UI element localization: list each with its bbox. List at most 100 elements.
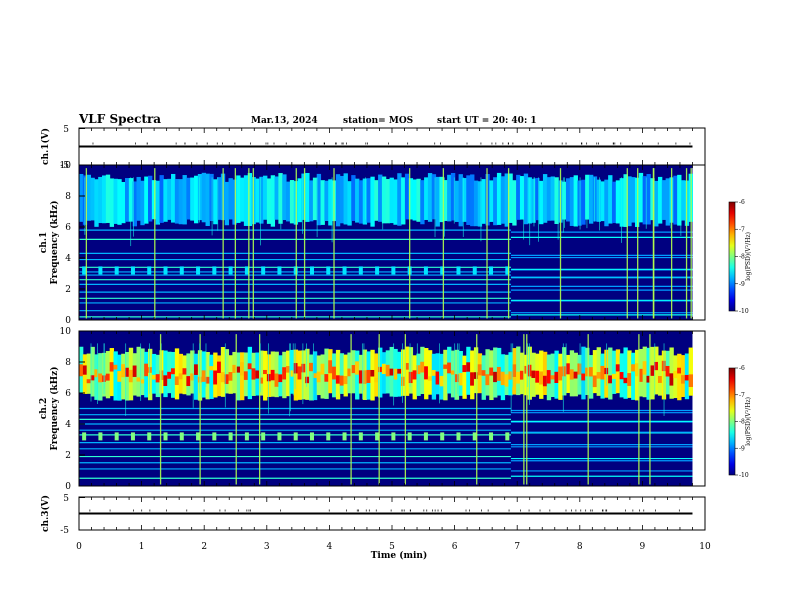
spectral-band-cell bbox=[420, 180, 425, 225]
spectral-band-cell bbox=[623, 347, 628, 399]
spectral-band-cell bbox=[393, 179, 398, 225]
spectral-band-cell bbox=[98, 176, 103, 224]
spectral-band-cell bbox=[293, 349, 299, 401]
colorbar-label: log(PSD)(V²/Hz) bbox=[745, 232, 752, 281]
spectral-peak-cell bbox=[117, 371, 122, 382]
colorbar-gradient bbox=[728, 367, 736, 476]
spectral-peak-cell bbox=[358, 370, 364, 384]
spectral-band-cell bbox=[604, 179, 609, 227]
spectral-band-cell bbox=[454, 180, 460, 222]
spectral-peak-cell bbox=[443, 364, 448, 369]
spectral-peak-cell bbox=[600, 365, 605, 380]
spectral-peak-cell bbox=[132, 365, 138, 377]
spectral-band-cell bbox=[500, 176, 506, 224]
spectral-band-cell bbox=[259, 350, 264, 396]
spectral-band-cell bbox=[220, 347, 226, 397]
pulse-mark bbox=[326, 266, 331, 275]
spectral-peak-cell bbox=[362, 370, 368, 384]
spectral-peak-cell bbox=[90, 375, 95, 381]
spectral-peak-cell bbox=[224, 374, 230, 384]
spectral-band-cell bbox=[266, 178, 272, 224]
spectral-band-cell bbox=[224, 349, 230, 394]
spectral-peak-cell bbox=[466, 362, 471, 372]
spectral-band-cell bbox=[113, 351, 118, 401]
spectral-peak-cell bbox=[542, 375, 548, 387]
spectral-peak-cell bbox=[669, 373, 674, 386]
pulse-mark bbox=[261, 266, 266, 275]
spectral-band-cell bbox=[305, 348, 310, 400]
y-tick-label: 8 bbox=[65, 358, 71, 368]
spectral-peak-cell bbox=[500, 371, 506, 386]
spectral-band-cell bbox=[577, 354, 582, 395]
pulse-mark bbox=[244, 266, 249, 275]
pulse-mark bbox=[179, 266, 184, 275]
spectral-band-cell bbox=[144, 176, 149, 224]
spectral-peak-cell bbox=[243, 371, 249, 380]
spectral-band-cell bbox=[657, 355, 663, 396]
spectral-peak-cell bbox=[125, 367, 130, 377]
spectral-peak-cell bbox=[562, 366, 567, 377]
spectral-peak-cell bbox=[312, 373, 318, 378]
pulse-mark bbox=[114, 432, 119, 441]
spectral-peak-cell bbox=[631, 364, 636, 372]
spectral-peak-cell bbox=[642, 361, 647, 375]
spectral-peak-cell bbox=[427, 376, 433, 381]
pulse-mark bbox=[228, 266, 233, 275]
spectral-band-cell bbox=[102, 175, 107, 224]
spectral-peak-cell bbox=[339, 375, 345, 386]
spectral-band-cell bbox=[205, 352, 210, 400]
spectral-band-cell bbox=[201, 172, 207, 223]
spectral-band-cell bbox=[401, 349, 406, 396]
spectral-band-cell bbox=[259, 176, 264, 224]
y-tick-label: 0 bbox=[65, 316, 71, 326]
date-label: Mar.13, 2024 bbox=[251, 116, 318, 126]
spectral-band-cell bbox=[163, 350, 168, 398]
pulse-mark bbox=[489, 432, 494, 441]
pulse-mark bbox=[489, 266, 494, 275]
spectral-band-cell bbox=[631, 177, 636, 223]
spectral-band-cell bbox=[151, 353, 157, 394]
pulse-mark bbox=[130, 266, 135, 275]
spectral-peak-cell bbox=[454, 374, 460, 383]
pulse-mark bbox=[342, 432, 347, 441]
pulse-mark bbox=[309, 432, 314, 441]
x-tick-label: 8 bbox=[577, 542, 583, 552]
spectral-band-cell bbox=[148, 175, 153, 222]
x-tick-label: 3 bbox=[264, 542, 270, 552]
spectral-band-cell bbox=[240, 177, 245, 222]
ch1-spectrogram-panel: 0 2 4 6 8 10 ch.1Frequency (kHz) bbox=[39, 161, 706, 326]
spectral-peak-cell bbox=[343, 376, 348, 385]
spectral-peak-cell bbox=[355, 361, 360, 375]
spectral-peak-cell bbox=[385, 364, 391, 377]
spectral-band-cell bbox=[611, 181, 617, 224]
spectral-band-cell bbox=[224, 181, 230, 226]
spectral-peak-cell bbox=[289, 370, 295, 377]
pulse-mark bbox=[82, 432, 87, 441]
spectral-peak-cell bbox=[546, 370, 552, 384]
spectral-band-cell bbox=[167, 178, 172, 220]
spectral-peak-cell bbox=[665, 365, 670, 377]
pulse-mark bbox=[423, 432, 428, 441]
pulse-mark bbox=[407, 432, 412, 441]
spectral-peak-cell bbox=[554, 371, 559, 383]
spectral-peak-cell bbox=[190, 373, 195, 381]
spectral-peak-cell bbox=[516, 371, 521, 384]
spectral-band-cell bbox=[90, 177, 95, 221]
spectral-peak-cell bbox=[205, 376, 210, 384]
spectral-peak-cell bbox=[657, 376, 663, 383]
spectral-peak-cell bbox=[182, 368, 187, 375]
pulse-mark bbox=[228, 432, 233, 441]
spectral-band-cell bbox=[458, 174, 463, 227]
spectral-band-cell bbox=[450, 172, 456, 221]
pulse-mark bbox=[261, 432, 266, 441]
spectral-band-cell bbox=[339, 353, 345, 394]
spectral-peak-cell bbox=[408, 371, 414, 384]
colorbar-tick-label: -9 bbox=[739, 445, 745, 452]
spectral-band-cell bbox=[539, 180, 544, 225]
spectral-band-cell bbox=[309, 354, 314, 401]
spectral-band-cell bbox=[397, 173, 402, 226]
y-tick-label: 0 bbox=[65, 482, 71, 492]
spectral-peak-cell bbox=[109, 362, 115, 372]
spectral-peak-cell bbox=[209, 366, 214, 371]
spectral-band-cell bbox=[569, 177, 575, 226]
